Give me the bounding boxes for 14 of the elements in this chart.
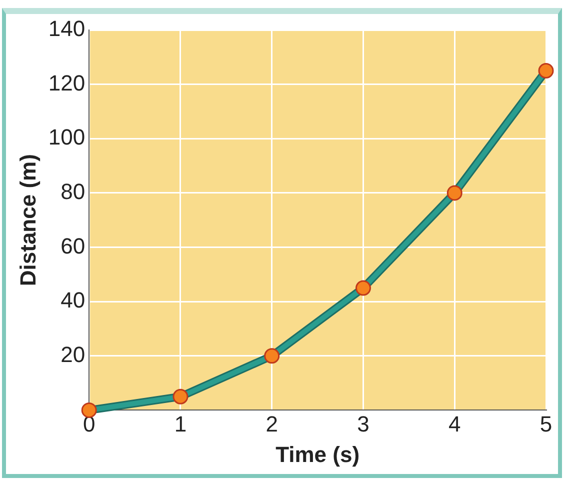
- x-tick-label: 3: [357, 411, 370, 436]
- y-tick-label: 120: [48, 70, 86, 96]
- x-axis-title: Time (s): [276, 442, 360, 467]
- y-tick-label: 20: [60, 342, 86, 367]
- x-tick-label: 1: [174, 411, 187, 436]
- x-tick-label: 5: [540, 411, 552, 436]
- y-tick-label: 80: [60, 179, 86, 204]
- y-axis-title: Distance (m): [15, 154, 40, 286]
- y-tick-label: 60: [60, 233, 86, 258]
- y-tick-label: 40: [60, 288, 86, 313]
- x-tick-label: 2: [266, 411, 278, 436]
- y-tick-label: 140: [48, 16, 86, 42]
- x-tick-label: 4: [448, 411, 461, 436]
- y-tick-label: 100: [48, 124, 86, 150]
